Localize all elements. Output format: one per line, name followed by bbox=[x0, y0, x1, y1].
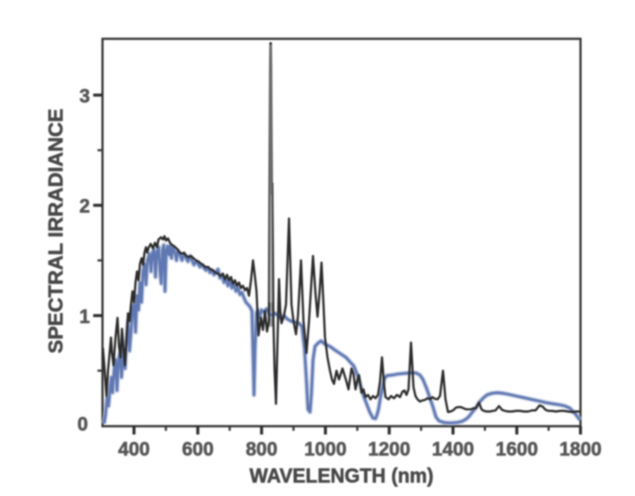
svg-text:400: 400 bbox=[118, 440, 150, 461]
svg-text:SPECTRAL IRRADIANCE: SPECTRAL IRRADIANCE bbox=[46, 109, 68, 354]
svg-text:1200: 1200 bbox=[368, 440, 410, 461]
svg-text:1600: 1600 bbox=[496, 440, 538, 461]
svg-text:WAVELENGTH (nm): WAVELENGTH (nm) bbox=[250, 466, 434, 488]
svg-text:1: 1 bbox=[79, 307, 90, 328]
svg-text:0: 0 bbox=[77, 414, 88, 435]
svg-text:600: 600 bbox=[182, 440, 214, 461]
svg-text:3: 3 bbox=[79, 86, 90, 107]
svg-text:1000: 1000 bbox=[304, 440, 346, 461]
svg-text:2: 2 bbox=[79, 197, 90, 218]
svg-text:1800: 1800 bbox=[559, 440, 601, 461]
svg-text:800: 800 bbox=[246, 440, 278, 461]
svg-text:1400: 1400 bbox=[432, 440, 474, 461]
